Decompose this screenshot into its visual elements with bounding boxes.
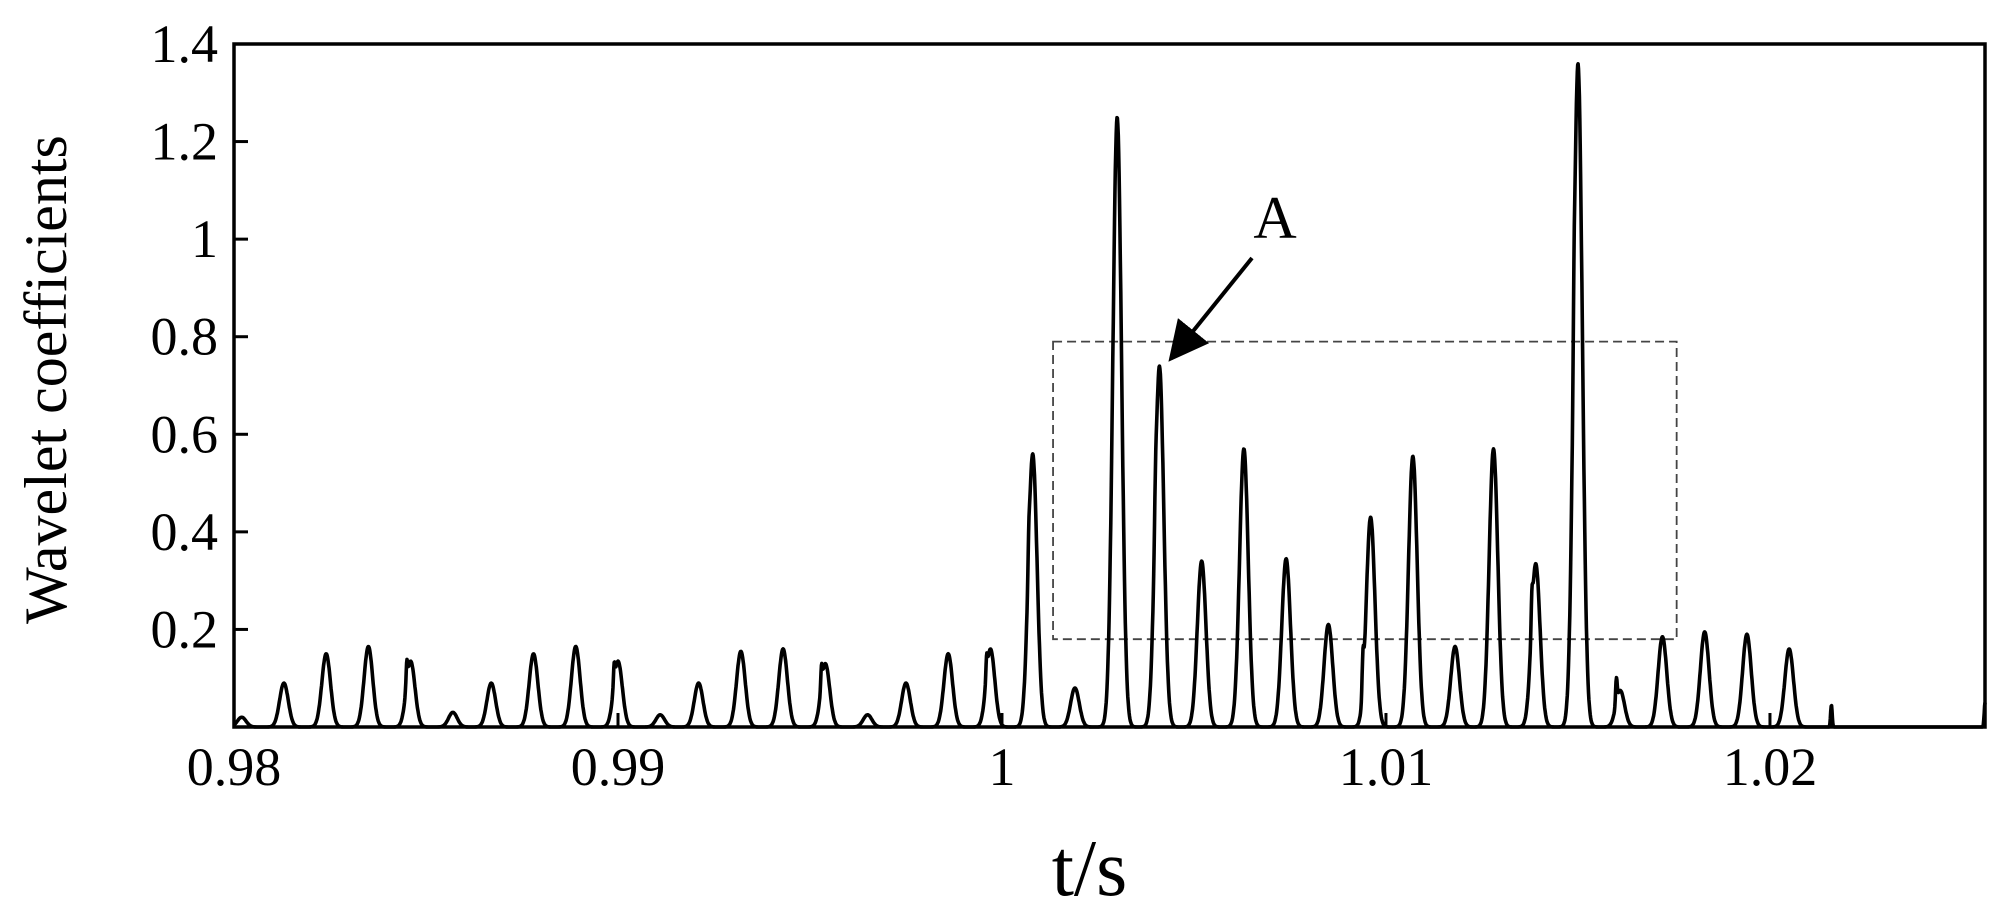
annotation-label-a: A [1253, 185, 1296, 251]
wavelet-coefficient-line [232, 62, 1987, 729]
x-tick-label: 0.98 [187, 737, 282, 797]
plot-frame [232, 42, 1987, 729]
y-tick-label: 0.6 [151, 404, 219, 464]
y-tick-label: 1.2 [151, 112, 219, 172]
y-axis-ticks: 0.2 0.4 0.6 0.8 1 1.2 1.4 [151, 14, 248, 659]
x-tick-label: 1 [988, 737, 1015, 797]
annotation-arrow [1168, 256, 1254, 362]
y-tick-label: 1.4 [151, 14, 219, 74]
y-tick-label: 0.4 [151, 502, 219, 562]
y-tick-label: 0.2 [151, 599, 219, 659]
x-axis-title: t/s [1052, 825, 1128, 913]
y-tick-label: 0.8 [151, 307, 219, 367]
x-tick-label: 0.99 [571, 737, 666, 797]
x-tick-label: 1.02 [1723, 737, 1818, 797]
x-tick-label: 1.01 [1339, 737, 1434, 797]
y-tick-label: 1 [191, 209, 218, 269]
x-axis-ticks: 0.98 0.99 1 1.01 1.02 [187, 713, 1817, 797]
y-axis-title: Wavelet coefficients [13, 135, 79, 624]
